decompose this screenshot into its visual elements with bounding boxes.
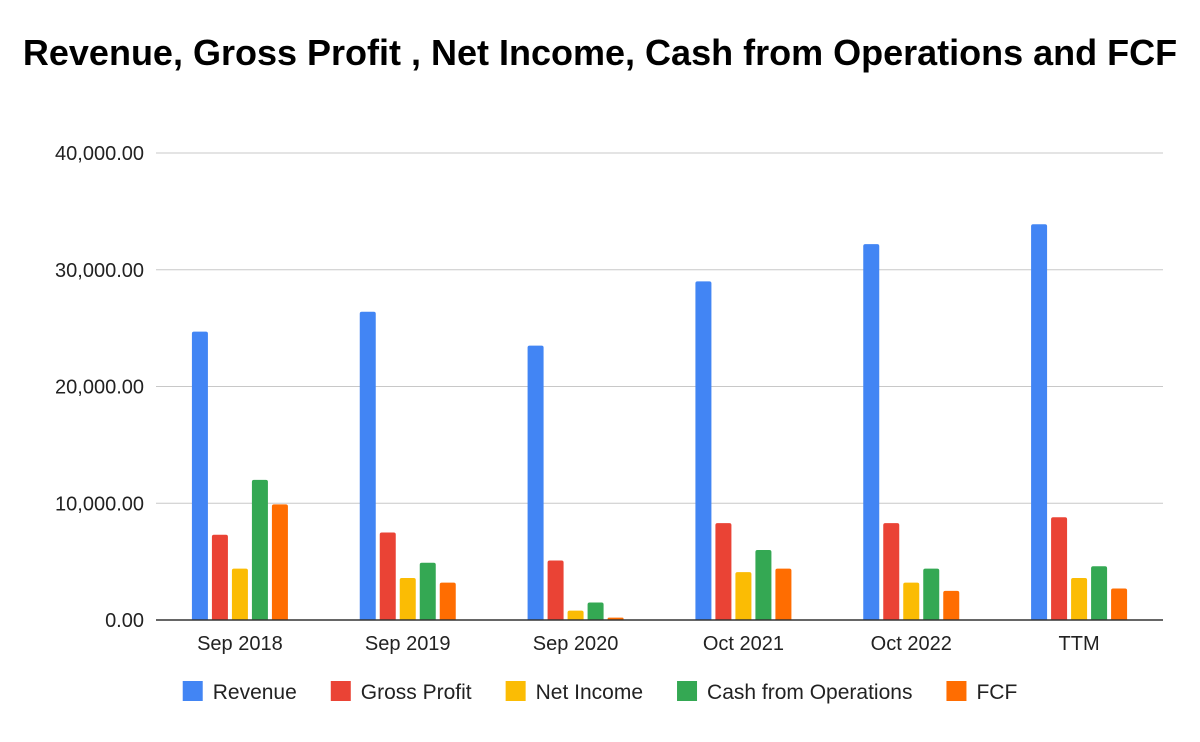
y-tick-label: 40,000.00	[55, 143, 144, 165]
x-tick-label: Oct 2021	[703, 633, 784, 655]
bar	[715, 523, 732, 620]
bar	[567, 610, 584, 620]
y-tick-label: 30,000.00	[55, 260, 144, 282]
legend-swatch	[505, 681, 526, 701]
y-tick-label: 10,000.00	[55, 493, 144, 515]
legend-swatch	[330, 681, 351, 701]
bar	[251, 479, 268, 620]
bar	[231, 568, 248, 620]
bar	[863, 244, 880, 620]
bar	[1111, 588, 1128, 620]
bar	[755, 549, 772, 620]
bar	[419, 562, 436, 620]
y-tick-label: 0.00	[105, 610, 144, 632]
legend-label: Gross Profit	[361, 681, 472, 704]
bar	[439, 582, 456, 620]
bar	[775, 568, 792, 620]
chart-title: Revenue, Gross Profit , Net Income, Cash…	[22, 32, 1178, 73]
legend-label: Net Income	[536, 681, 643, 704]
x-tick-label: Sep 2018	[197, 633, 283, 655]
bar	[943, 590, 960, 620]
legend-swatch	[946, 681, 967, 701]
bar	[1031, 224, 1048, 620]
bar	[379, 532, 396, 620]
x-tick-label: Sep 2019	[365, 633, 451, 655]
bar	[547, 560, 564, 620]
bar	[695, 281, 712, 620]
legend-label: Revenue	[213, 681, 297, 704]
legend-label: Cash from Operations	[707, 681, 912, 704]
bar	[399, 577, 416, 620]
x-tick-label: TTM	[1059, 633, 1100, 655]
y-tick-label: 20,000.00	[55, 377, 144, 399]
bar	[527, 345, 544, 620]
bar	[735, 572, 752, 620]
legend-swatch	[677, 681, 698, 701]
bar	[923, 568, 940, 620]
legend-label: FCF	[976, 681, 1017, 704]
bar	[271, 504, 288, 620]
bar	[1091, 566, 1108, 620]
bar	[883, 523, 900, 620]
bar	[211, 534, 228, 620]
bar	[587, 602, 604, 620]
bar	[191, 331, 208, 620]
bar	[359, 311, 376, 620]
bar	[1071, 577, 1088, 620]
legend-swatch	[182, 681, 203, 701]
bar	[903, 582, 920, 620]
bar	[1051, 517, 1068, 620]
x-tick-label: Oct 2022	[871, 633, 952, 655]
x-tick-label: Sep 2020	[533, 633, 619, 655]
